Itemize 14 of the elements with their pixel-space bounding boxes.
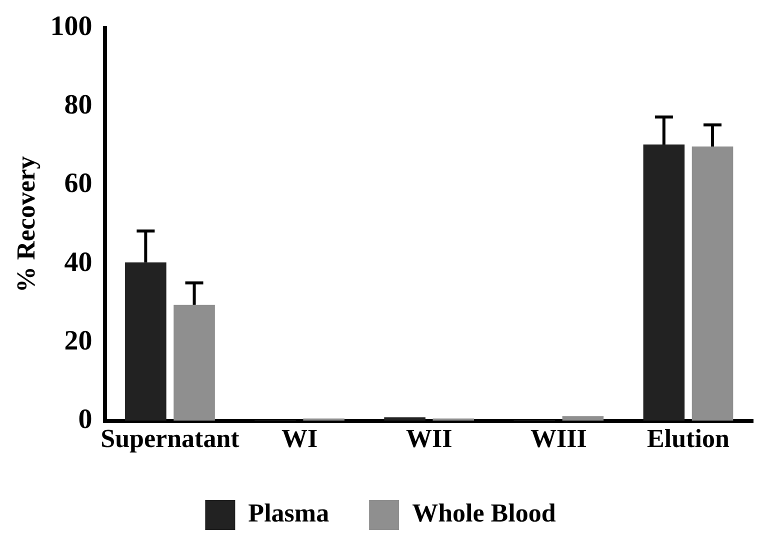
y-tick-label: 100 xyxy=(50,11,92,42)
legend-label: Whole Blood xyxy=(412,498,556,528)
y-tick-label: 80 xyxy=(64,90,92,121)
x-tick-label: WI xyxy=(281,424,318,454)
y-tick-label: 60 xyxy=(64,168,92,200)
legend-label: Plasma xyxy=(248,498,330,528)
y-tick-label: 20 xyxy=(64,325,92,356)
y-tick-label: 0 xyxy=(78,404,92,436)
y-tick-label: 40 xyxy=(64,246,92,278)
x-tick-label: WIII xyxy=(530,424,587,454)
x-tick-label: Elution xyxy=(647,424,730,454)
x-tick-label: WII xyxy=(406,424,452,454)
y-axis-title: % Recovery xyxy=(11,156,40,293)
x-tick-label: Supernatant xyxy=(100,424,240,454)
